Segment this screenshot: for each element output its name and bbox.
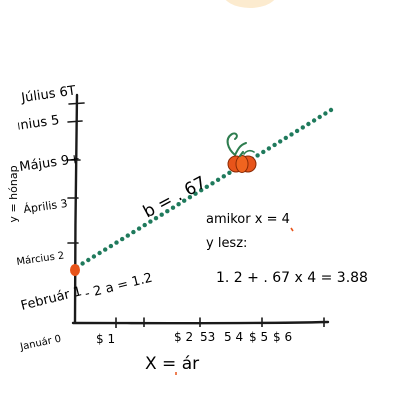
regression-dot — [109, 244, 113, 248]
regression-dot — [306, 122, 310, 126]
regression-dot — [289, 132, 293, 136]
regression-dot — [284, 136, 288, 140]
regression-dot — [301, 125, 305, 129]
top-glow — [222, 0, 278, 8]
regression-dot — [255, 153, 259, 157]
regression-dot — [295, 129, 299, 133]
regression-dot — [312, 118, 316, 122]
when-annotation: amikor x = 4 — [206, 212, 290, 227]
regression-dot — [114, 240, 118, 244]
regression-dot — [92, 254, 96, 258]
y-tick-label-januar: Január 0 — [18, 333, 62, 354]
y-tick-label-februar: Február 1 — [19, 284, 83, 314]
y-tick-label-junius: Június 5 — [6, 113, 60, 135]
x-tick-label-3: 53 — [200, 330, 215, 344]
formula-text: 1. 2 + . 67 x 4 = 3.88 — [216, 270, 368, 286]
regression-dot — [210, 181, 214, 185]
regression-dot — [318, 115, 322, 119]
regression-dot — [126, 233, 130, 237]
x-tick-label-4: 5 4 — [224, 330, 243, 344]
y-axis-title: y = hónap — [7, 165, 20, 222]
regression-dot — [227, 171, 231, 175]
y-tick-label-julius: Július 6T — [19, 83, 76, 106]
orange-dot-icon — [70, 264, 80, 276]
regression-dot — [120, 237, 124, 241]
regression-dot — [267, 146, 271, 150]
x-tick-label-6: $ 6 — [273, 330, 292, 344]
regression-dot — [278, 139, 282, 143]
regression-dot — [137, 226, 141, 230]
regression-dot — [86, 258, 90, 262]
regression-dot — [329, 108, 333, 112]
regression-dot — [216, 178, 220, 182]
result-annotation: y lesz: — [206, 236, 247, 251]
x-tick-label-2: $ 2 — [174, 330, 193, 344]
pumpkin-icon — [228, 133, 256, 172]
regression-dot — [131, 230, 135, 234]
x-axis-title: X = ár — [145, 354, 199, 374]
slope-annotation: b = . 67 — [140, 173, 210, 223]
red-mark — [291, 228, 293, 231]
x-tick-label-5: $ 5 — [249, 330, 268, 344]
regression-dot — [261, 150, 265, 154]
y-tick-label-majus: Május 9+ — [18, 152, 81, 175]
y-tick-label-aprilis: Április 3 — [23, 197, 69, 216]
regression-dot — [80, 261, 84, 265]
y-tick-label-marcius: Március 2 — [16, 249, 65, 268]
regression-dot — [323, 111, 327, 115]
regression-dot — [143, 223, 147, 227]
regression-dot — [272, 143, 276, 147]
regression-dot — [222, 174, 226, 178]
intercept-annotation: - 2 a = 1.2 — [83, 271, 154, 302]
x-tick-label-1: $ 1 — [96, 332, 115, 346]
regression-dot — [97, 251, 101, 255]
regression-dot — [103, 247, 107, 251]
